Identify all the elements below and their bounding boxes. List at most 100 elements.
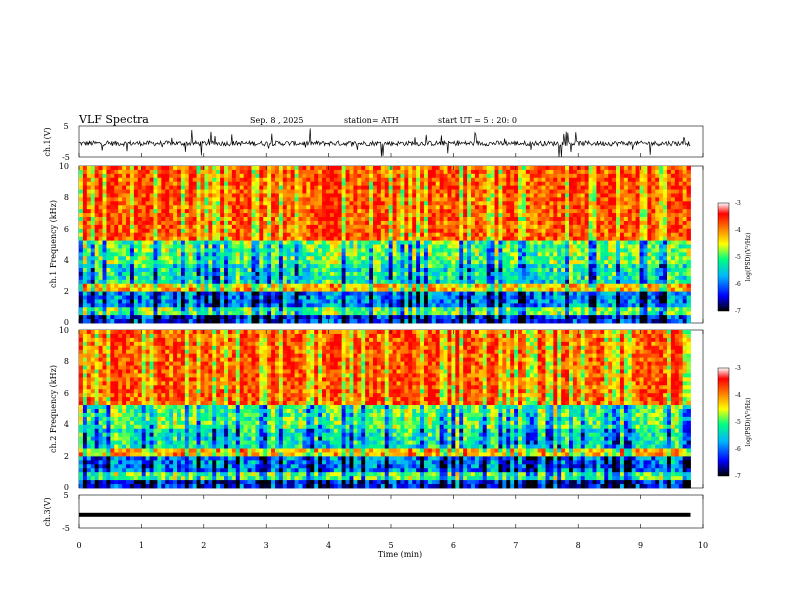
spectrogram-cell xyxy=(290,264,295,269)
spectrogram-cell xyxy=(204,185,209,190)
spectrogram-cell xyxy=(243,217,248,222)
spectrogram-cell xyxy=(86,240,92,245)
spectrogram-cell xyxy=(643,287,648,293)
spectrogram-cell xyxy=(510,197,515,202)
spectrogram-cell xyxy=(427,248,433,253)
spectrogram-cell xyxy=(278,287,284,293)
spectrogram-cell xyxy=(224,248,229,253)
spectrogram-cell xyxy=(373,271,378,277)
spectrogram-cell xyxy=(596,240,601,245)
spectrogram-cell xyxy=(447,287,452,293)
spectrogram-cell xyxy=(627,256,633,261)
spectrogram-cell xyxy=(635,205,640,210)
spectrogram-cell xyxy=(412,173,417,179)
spectrogram-cell xyxy=(255,177,260,183)
spectrogram-cell xyxy=(122,189,127,194)
spectrogram-cell xyxy=(412,228,417,234)
spectrogram-cell xyxy=(314,209,319,214)
spectrogram-cell xyxy=(612,224,617,230)
spectrogram-cell xyxy=(463,197,468,202)
spectrogram-cell xyxy=(635,189,640,194)
spectrogram-cell xyxy=(173,287,178,293)
spectrogram-cell xyxy=(529,268,535,273)
spectrogram-cell xyxy=(384,224,390,230)
spectrogram-cell xyxy=(392,166,397,171)
spectrogram-cell xyxy=(231,271,237,277)
spectrogram-cell xyxy=(349,177,354,183)
spectrogram-cell xyxy=(482,193,488,198)
spectrogram-cell xyxy=(180,228,186,234)
spectrogram-cell xyxy=(322,201,327,206)
spectrogram-cell xyxy=(318,224,323,230)
spectrogram-cell xyxy=(561,193,566,198)
spectrogram-cell xyxy=(184,271,190,277)
spectrogram-cell xyxy=(243,224,248,230)
spectrogram-cell xyxy=(553,166,558,171)
spectrogram-cell xyxy=(239,197,245,202)
spectrogram-cell xyxy=(184,228,190,234)
spectrogram-cell xyxy=(365,209,370,214)
spectrogram-cell xyxy=(494,185,499,190)
spectrogram-cell xyxy=(353,189,358,194)
spectrogram-cell xyxy=(165,271,170,277)
spectrogram-cell xyxy=(110,244,115,249)
spectrogram-cell xyxy=(255,283,260,289)
spectrogram-cell xyxy=(670,271,676,277)
spectrogram-cell xyxy=(663,275,668,281)
spectrogram-cell xyxy=(369,197,374,202)
spectrogram-cell xyxy=(376,252,382,257)
spectrogram-cell xyxy=(459,193,464,198)
spectrogram-cell xyxy=(224,177,229,183)
spectrogram-cell xyxy=(271,232,276,238)
spectrogram-cell xyxy=(525,271,531,277)
spectrogram-cell xyxy=(682,252,687,257)
spectrogram-cell xyxy=(670,283,676,289)
spectrogram-cell xyxy=(86,173,92,179)
spectrogram-cell xyxy=(114,213,119,218)
spectrogram-cell xyxy=(510,189,515,194)
spectrogram-cell xyxy=(243,228,248,234)
spectrogram-cell xyxy=(98,287,103,293)
spectrogram-cell xyxy=(541,213,546,218)
spectrogram-cell xyxy=(643,236,648,241)
spectrogram-cell xyxy=(412,252,417,257)
spectrogram-cell xyxy=(376,189,382,194)
spectrogram-cell xyxy=(514,193,519,198)
spectrogram-cell xyxy=(263,279,268,285)
spectrogram-cell xyxy=(376,268,382,273)
spectrogram-cell xyxy=(227,228,233,234)
spectrogram-cell xyxy=(604,240,609,245)
spectrogram-cell xyxy=(580,244,586,249)
spectrogram-cell xyxy=(541,275,546,281)
spectrogram-cell xyxy=(212,169,217,175)
spectrogram-cell xyxy=(518,185,523,190)
spectrogram-cell xyxy=(400,185,405,190)
spectrogram-cell xyxy=(239,260,245,265)
spectrogram-cell xyxy=(220,283,225,289)
spectrogram-cell xyxy=(635,287,640,293)
spectrogram-cell xyxy=(118,177,123,183)
spectrogram-cell xyxy=(572,224,578,230)
spectrogram-cell xyxy=(502,228,507,234)
spectrogram-cell xyxy=(588,220,593,226)
spectrogram-cell xyxy=(251,193,256,198)
spectrogram-cell xyxy=(294,173,299,179)
spectrogram-cell xyxy=(275,185,280,190)
spectrogram-cell xyxy=(635,240,640,245)
spectrogram-cell xyxy=(263,217,268,222)
spectrogram-cell xyxy=(408,197,413,202)
spectrogram-cell xyxy=(655,260,660,265)
spectrogram-cell xyxy=(220,201,225,206)
spectrogram-cell xyxy=(122,248,127,253)
spectrogram-cell xyxy=(549,217,554,222)
spectrogram-cell xyxy=(94,205,99,210)
spectrogram-cell xyxy=(600,197,605,202)
spectrogram-cell xyxy=(145,236,150,241)
spectrogram-cell xyxy=(388,244,393,249)
spectrogram-cell xyxy=(674,205,680,210)
spectrogram-cell xyxy=(447,213,452,218)
spectrogram-cell xyxy=(318,252,323,257)
spectrogram-cell xyxy=(200,240,205,245)
spectrogram-cell xyxy=(412,248,417,253)
spectrogram-cell xyxy=(255,240,260,245)
